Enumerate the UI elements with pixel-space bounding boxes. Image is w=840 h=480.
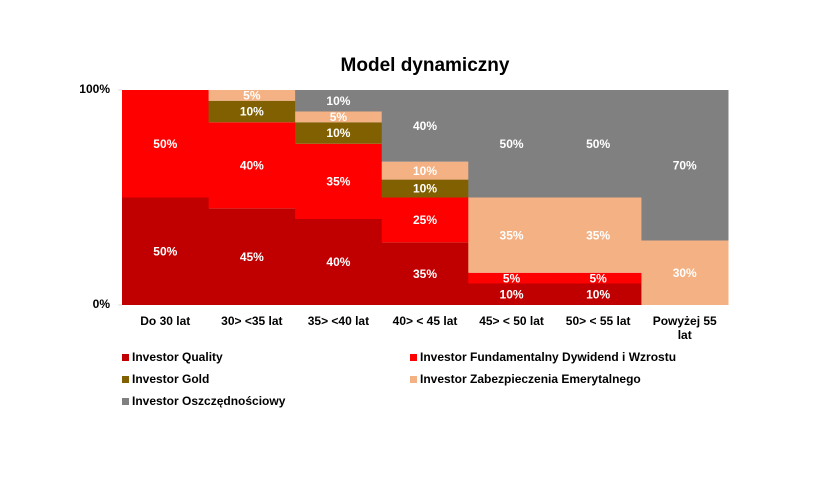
legend-label: Investor Gold: [132, 372, 209, 386]
data-label: 30%: [673, 266, 697, 280]
chart-title: Model dynamiczny: [341, 55, 510, 76]
y-tick-label: 100%: [79, 82, 110, 96]
bar-segment: [122, 197, 210, 305]
bar-segment: [641, 90, 729, 241]
data-label: 40%: [326, 255, 350, 269]
legend-swatch: [122, 354, 129, 361]
data-label: 35%: [500, 228, 524, 242]
bar-segment: [554, 90, 642, 198]
bar-segment: [468, 272, 556, 284]
bar-segment: [554, 197, 642, 273]
legend-swatch: [122, 398, 129, 405]
legend-label: Investor Oszczędnościowy: [132, 394, 286, 408]
data-label: 5%: [589, 271, 607, 285]
x-tick-label: 40> < 45 lat: [393, 314, 458, 328]
x-tick-label: 30> <35 lat: [221, 314, 282, 328]
data-label: 45%: [240, 250, 264, 264]
data-label: 10%: [500, 287, 524, 301]
x-tick-label: 35> <40 lat: [308, 314, 369, 328]
bar-segment: [554, 272, 642, 284]
bar-segment: [208, 90, 296, 101]
x-tick-label: 50> < 55 lat: [566, 314, 631, 328]
bar-segment: [468, 283, 556, 305]
bar-segment: [208, 122, 296, 209]
data-label: 50%: [500, 137, 524, 151]
bar-segment: [381, 161, 469, 180]
data-label: 10%: [586, 287, 610, 301]
data-label: 50%: [586, 137, 610, 151]
data-label: 40%: [413, 119, 437, 133]
bar-segment: [295, 143, 383, 219]
x-tick-label: Do 30 lat: [140, 314, 190, 328]
data-label: 5%: [503, 271, 521, 285]
y-tick-label: 0%: [93, 297, 111, 311]
data-label: 5%: [243, 89, 261, 103]
data-label: 35%: [413, 267, 437, 281]
data-label: 50%: [153, 137, 177, 151]
bar-segment: [295, 219, 383, 305]
data-label: 50%: [153, 244, 177, 258]
bar-segment: [295, 90, 383, 112]
data-label: 25%: [413, 213, 437, 227]
bar-segment: [122, 90, 210, 198]
legend-swatch: [410, 376, 417, 383]
data-label: 70%: [673, 158, 697, 172]
bar-segment: [208, 100, 296, 123]
bar-segment: [381, 242, 469, 305]
x-tick-label: Powyżej 55 lat: [653, 314, 717, 342]
bar-segment: [468, 197, 556, 273]
legend-swatch: [122, 376, 129, 383]
legend-swatch: [410, 354, 417, 361]
bar-segment: [641, 240, 729, 305]
legend-label: Investor Fundamentalny Dywidend i Wzrost…: [420, 350, 676, 364]
data-label: 10%: [413, 164, 437, 178]
data-label: 35%: [326, 175, 350, 189]
bar-segment: [208, 208, 296, 305]
data-label: 5%: [330, 110, 348, 124]
data-label: 10%: [326, 126, 350, 140]
data-label: 10%: [413, 182, 437, 196]
bar-segment: [381, 179, 469, 198]
bar-segment: [468, 90, 556, 198]
data-label: 10%: [326, 94, 350, 108]
bar-segment: [554, 283, 642, 305]
data-label: 10%: [240, 105, 264, 119]
bar-segment: [295, 111, 383, 123]
x-tick-label: 45> < 50 lat: [479, 314, 544, 328]
bar-segment: [381, 197, 469, 243]
data-label: 40%: [240, 158, 264, 172]
bar-segment: [381, 90, 469, 162]
bar-segment: [295, 122, 383, 144]
legend-label: Investor Quality: [132, 350, 223, 364]
data-label: 35%: [586, 228, 610, 242]
legend-label: Investor Zabezpieczenia Emerytalnego: [420, 372, 641, 386]
